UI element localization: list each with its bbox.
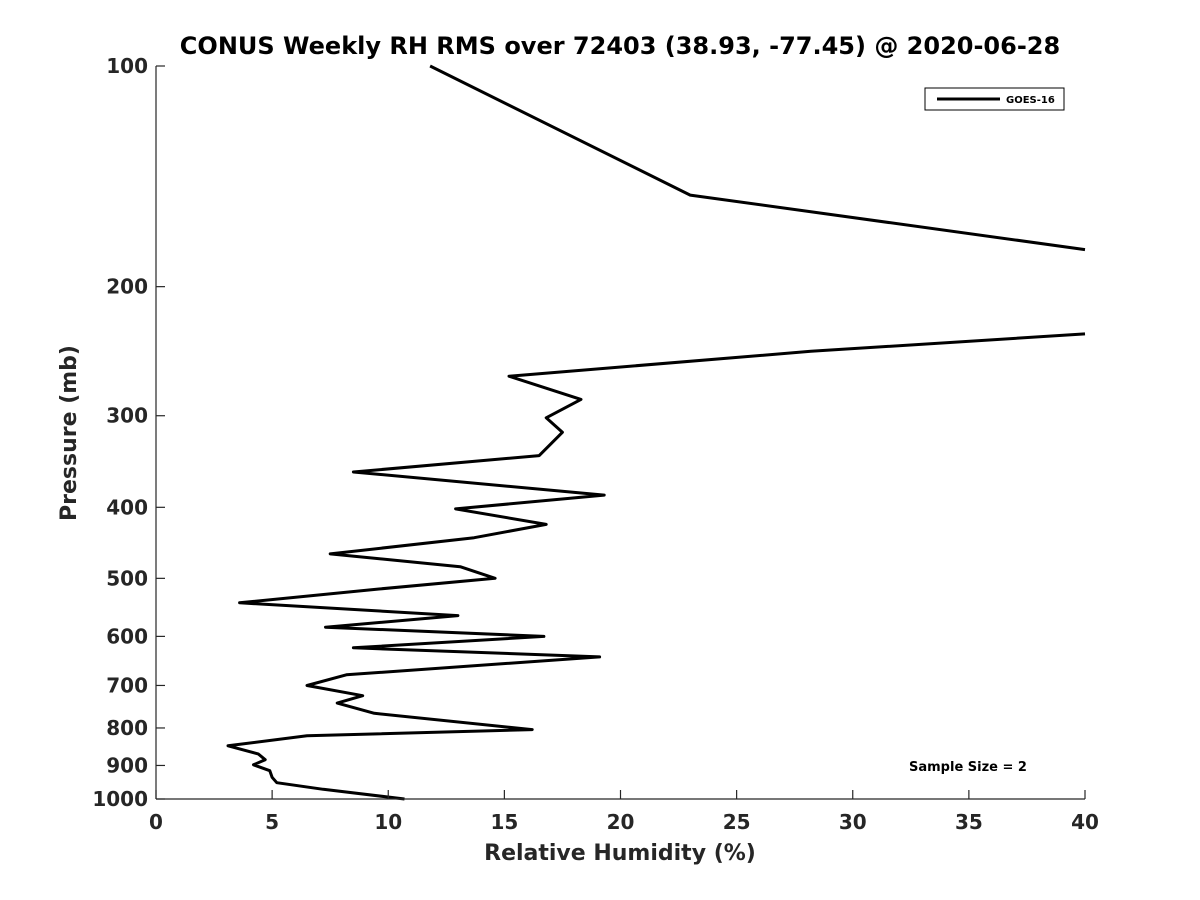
legend-label-goes-16: GOES-16 [1006,95,1055,106]
legend: GOES-16 [924,87,1065,111]
y-tick-label: 500 [106,566,148,590]
x-tick-label: 15 [490,810,518,834]
y-axis-label: Pressure (mb) [57,345,82,521]
y-tick-label: 300 [106,404,148,428]
x-tick-label: 35 [955,810,983,834]
x-axis: 0 5 10 15 20 25 30 35 40 [149,790,1099,834]
y-tick-label: 1000 [92,787,148,811]
chart-title: CONUS Weekly RH RMS over 72403 (38.93, -… [180,32,1060,60]
y-tick-label: 600 [106,624,148,648]
y-axis: 100 200 300 400 500 600 700 800 900 1000 [92,54,165,811]
x-tick-label: 25 [723,810,751,834]
x-tick-label: 5 [265,810,279,834]
y-tick-label: 800 [106,716,148,740]
y-tick-label: 100 [106,54,148,78]
plot-area [226,64,1086,801]
x-tick-label: 10 [374,810,402,834]
x-tick-label: 0 [149,810,163,834]
series-line-goes-16 [226,332,1086,801]
x-tick-label: 40 [1071,810,1099,834]
y-tick-label: 400 [106,495,148,519]
y-tick-label: 900 [106,753,148,777]
series-line-goes-16 [429,64,1086,252]
sample-size-annotation: Sample Size = 2 [909,760,1027,775]
x-tick-label: 20 [607,810,635,834]
y-tick-label: 200 [106,275,148,299]
x-axis-label: Relative Humidity (%) [484,841,756,866]
y-tick-label: 700 [106,673,148,697]
x-tick-label: 30 [839,810,867,834]
